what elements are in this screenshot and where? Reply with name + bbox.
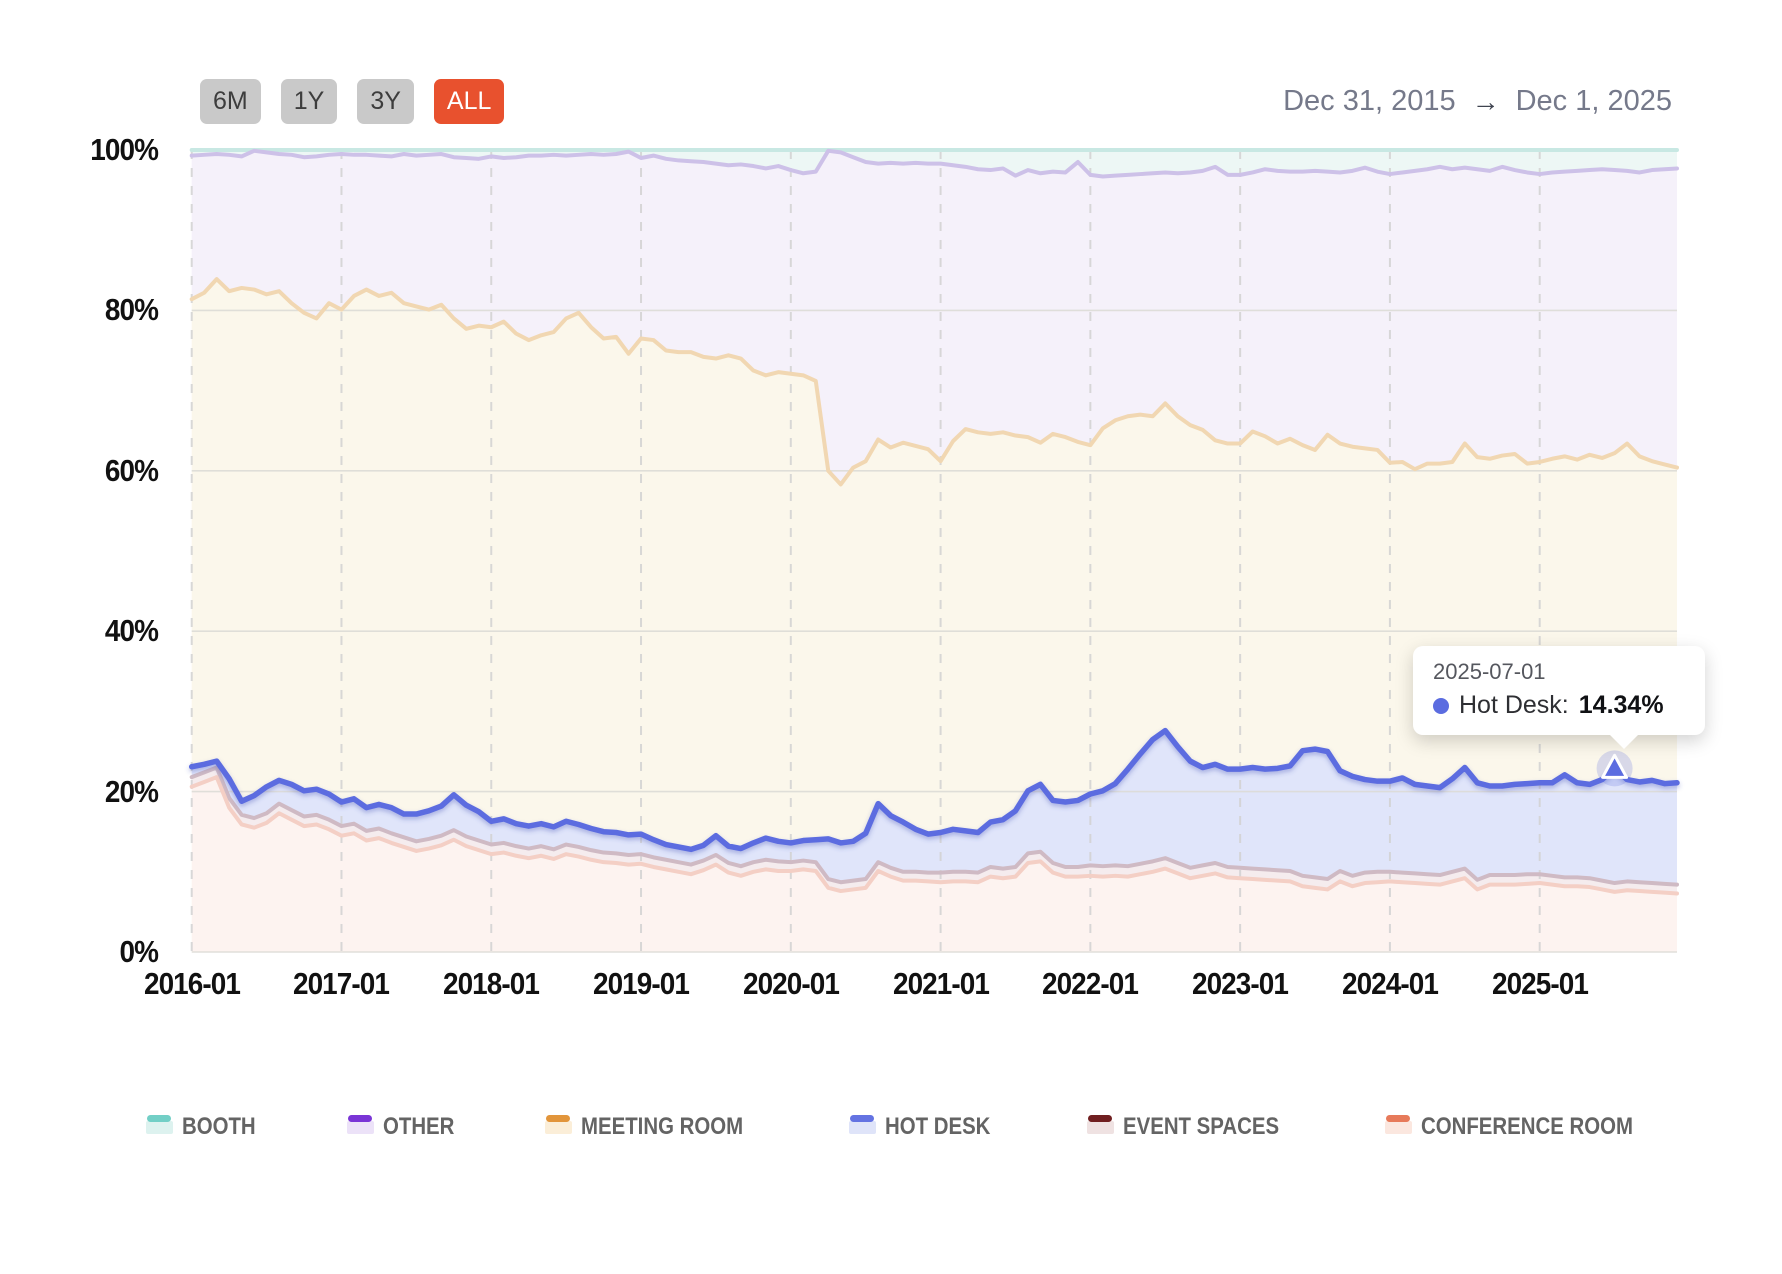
- series-dot-icon: [1433, 697, 1449, 714]
- hover-marker: [1596, 750, 1633, 787]
- legend-swatch-icon: [544, 1112, 572, 1136]
- tooltip-series-label: Hot Desk:: [1459, 691, 1569, 719]
- x-tick-2025-01: 2025-01: [1491, 966, 1589, 1001]
- legend-label: CONFERENCE ROOM: [1420, 1113, 1633, 1140]
- legend-item-hot-desk[interactable]: HOT DESK: [849, 1112, 1009, 1141]
- x-tick-2018-01: 2018-01: [443, 966, 540, 1001]
- y-tick-0: 0%: [119, 934, 158, 969]
- line-conference-room: [189, 775, 1679, 896]
- legend-label: BOOTH: [182, 1113, 256, 1140]
- legend-label: MEETING ROOM: [580, 1113, 743, 1140]
- x-tick-2020-01: 2020-01: [742, 966, 840, 1001]
- x-tick-2016-01: 2016-01: [143, 966, 241, 1001]
- x-tick-2022-01: 2022-01: [1042, 966, 1139, 1001]
- x-tick-2017-01: 2017-01: [293, 966, 390, 1001]
- legend-label: HOT DESK: [885, 1113, 991, 1140]
- legend-label: EVENT SPACES: [1123, 1113, 1280, 1140]
- legend-item-other[interactable]: OTHER: [346, 1112, 467, 1141]
- legend-swatch-icon: [1384, 1112, 1412, 1136]
- y-tick-100: 100%: [90, 132, 159, 167]
- tooltip: 2025-07-01 Hot Desk: 14.34%: [1413, 646, 1705, 749]
- legend-label: OTHER: [382, 1113, 455, 1140]
- y-tick-20: 20%: [104, 773, 159, 809]
- series-lines: [188, 148, 1680, 896]
- legend-swatch-icon: [849, 1112, 877, 1136]
- x-tick-2023-01: 2023-01: [1192, 966, 1289, 1001]
- marker-triangle-icon: [1601, 753, 1629, 779]
- area-meeting-room: [191, 279, 1678, 850]
- y-tick-60: 60%: [104, 452, 159, 488]
- date-range-end: Dec 1, 2025: [1515, 85, 1672, 117]
- gridlines: [190, 149, 1677, 953]
- legend-item-event-spaces[interactable]: EVENT SPACES: [1087, 1112, 1307, 1141]
- date-range: Dec 31, 2015 → Dec 1, 2025: [1283, 85, 1672, 118]
- legend-item-conference-room[interactable]: CONFERENCE ROOM: [1384, 1112, 1670, 1141]
- area-conference-room: [191, 777, 1678, 952]
- y-tick-40: 40%: [104, 613, 159, 649]
- y-tick-80: 80%: [104, 292, 159, 328]
- area-other: [191, 150, 1678, 485]
- tooltip-date: 2025-07-01: [1433, 659, 1546, 684]
- range-button-all[interactable]: ALL: [433, 79, 505, 124]
- line-other: [189, 148, 1679, 179]
- legend-swatch-icon: [1087, 1112, 1115, 1136]
- x-tick-2019-01: 2019-01: [592, 966, 690, 1001]
- date-range-start: Dec 31, 2015: [1283, 85, 1456, 117]
- legend-swatch-icon: [346, 1112, 374, 1136]
- area-event-spaces: [191, 767, 1678, 894]
- range-button-3y[interactable]: 3Y: [357, 79, 414, 124]
- line-hot-desk: [188, 727, 1680, 853]
- arrow-right-icon: →: [1471, 85, 1500, 117]
- range-button-1y[interactable]: 1Y: [280, 79, 338, 124]
- x-tick-2021-01: 2021-01: [892, 966, 990, 1001]
- legend-swatch-icon: [146, 1112, 173, 1136]
- legend-item-meeting-room[interactable]: MEETING ROOM: [544, 1112, 772, 1141]
- x-tick-2024-01: 2024-01: [1341, 966, 1439, 1001]
- stacked-area-fills: [191, 150, 1678, 952]
- range-button-6m[interactable]: 6M: [200, 79, 261, 124]
- line-meeting-room: [189, 277, 1679, 487]
- line-event-spaces: [189, 765, 1679, 887]
- tooltip-value: 14.34%: [1578, 691, 1664, 719]
- area-hot-desk: [191, 730, 1678, 885]
- legend: BOOTH OTHER MEETING ROOM HOT DESK EVENT SPAC…: [146, 1112, 1670, 1141]
- legend-item-booth[interactable]: BOOTH: [146, 1112, 269, 1141]
- range-button-group: 6M 1Y 3Y ALL: [200, 79, 505, 124]
